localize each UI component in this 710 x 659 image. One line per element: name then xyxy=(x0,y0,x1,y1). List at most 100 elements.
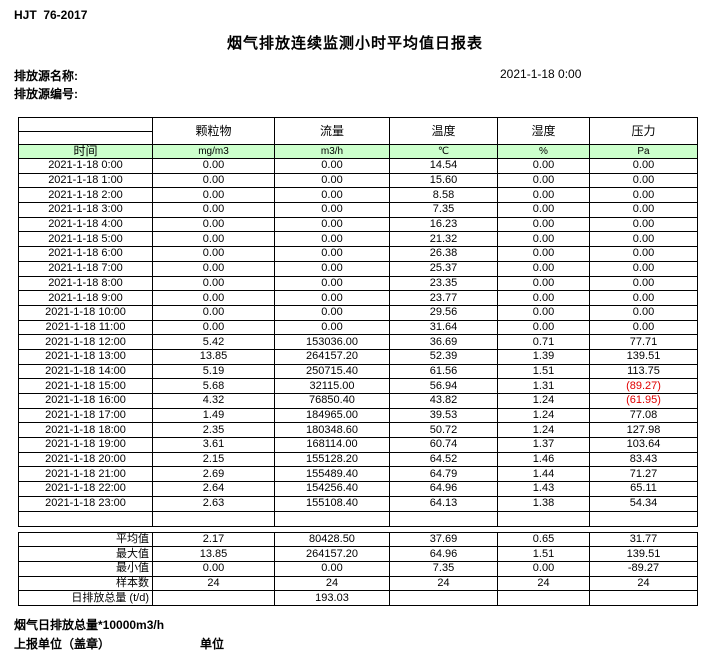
value-cell: 155489.40 xyxy=(274,466,390,483)
time-cell: 2021-1-18 13:00 xyxy=(18,348,153,365)
unit-cell-pm: mg/m3 xyxy=(152,144,275,159)
value-cell: 0.00 xyxy=(589,216,698,233)
time-cell: 2021-1-18 3:00 xyxy=(18,202,153,218)
value-cell: 0.00 xyxy=(589,158,698,174)
value-cell: 36.69 xyxy=(389,334,498,350)
unit-cell-flow: m3/h xyxy=(274,144,390,159)
value-cell: 1.38 xyxy=(497,495,590,512)
value-cell: 1.24 xyxy=(497,422,590,439)
empty-cell xyxy=(389,510,498,527)
time-cell: 2021-1-18 1:00 xyxy=(18,172,153,189)
time-cell: 2021-1-18 5:00 xyxy=(18,231,153,248)
table-row: 2021-1-18 5:00 0.00 0.00 21.32 0.00 0.00 xyxy=(18,231,698,248)
value-cell: 65.11 xyxy=(589,481,698,497)
table-row: 2021-1-18 7:00 0.00 0.00 25.37 0.00 0.00 xyxy=(18,260,698,277)
value-cell: 2.64 xyxy=(152,481,275,497)
empty-cell xyxy=(589,510,698,527)
value-cell: 0.00 xyxy=(497,231,590,248)
value-cell: (61.95) xyxy=(589,393,698,409)
empty-cell xyxy=(18,510,153,527)
value-cell: 0.00 xyxy=(589,260,698,277)
value-cell: 184965.00 xyxy=(274,407,390,424)
value-cell: 0.00 xyxy=(589,290,698,306)
summary-value-cell: 7.35 xyxy=(389,560,498,577)
header-corner-cell xyxy=(18,117,153,145)
column-header-pm: 颗粒物 xyxy=(152,117,275,145)
summary-value-cell: 31.77 xyxy=(589,531,698,548)
value-cell: 71.27 xyxy=(589,466,698,483)
value-cell: 0.00 xyxy=(497,260,590,277)
summary-value-cell: 0.00 xyxy=(497,560,590,577)
value-cell: 0.00 xyxy=(152,231,275,248)
summary-value-cell: 139.51 xyxy=(589,546,698,562)
value-cell: 25.37 xyxy=(389,260,498,277)
value-cell: 54.34 xyxy=(589,495,698,512)
time-cell: 2021-1-18 21:00 xyxy=(18,466,153,483)
value-cell: 0.00 xyxy=(152,290,275,306)
time-cell: 2021-1-18 7:00 xyxy=(18,260,153,277)
value-cell: 2.15 xyxy=(152,451,275,468)
value-cell: 0.00 xyxy=(152,158,275,174)
table-row: 2021-1-18 18:00 2.35 180348.60 50.72 1.24 127… xyxy=(18,422,698,439)
value-cell: 154256.40 xyxy=(274,481,390,497)
summary-label-cell: 平均值 xyxy=(18,531,153,548)
time-cell: 2021-1-18 11:00 xyxy=(18,319,153,336)
value-cell: 76850.40 xyxy=(274,393,390,409)
source-name-label: 排放源名称: xyxy=(14,69,78,83)
value-cell: 0.00 xyxy=(497,172,590,189)
summary-table: 平均值 2.17 80428.50 37.69 0.65 31.77 最大值 13.85 264… xyxy=(18,531,698,606)
value-cell: 0.00 xyxy=(274,275,390,292)
summary-row: 平均值 2.17 80428.50 37.69 0.65 31.77 xyxy=(18,531,698,548)
value-cell: 0.00 xyxy=(152,319,275,336)
value-cell: 15.60 xyxy=(389,172,498,189)
value-cell: 64.96 xyxy=(389,481,498,497)
summary-row: 样本数 24 24 24 24 24 xyxy=(18,575,698,592)
table-row: 2021-1-18 23:00 2.63 155108.40 64.13 1.38 54.… xyxy=(18,495,698,512)
value-cell: 0.00 xyxy=(152,172,275,189)
value-cell: 155128.20 xyxy=(274,451,390,468)
source-code-label: 排放源编号: xyxy=(14,87,78,101)
summary-row: 最大值 13.85 264157.20 64.96 1.51 139.51 xyxy=(18,546,698,562)
summary-value-cell: 64.96 xyxy=(389,546,498,562)
table-row: 2021-1-18 9:00 0.00 0.00 23.77 0.00 0.00 xyxy=(18,290,698,306)
summary-row: 最小值 0.00 0.00 7.35 0.00 -89.27 xyxy=(18,560,698,577)
unit-cell-pressure: Pa xyxy=(589,144,698,159)
value-cell: 0.00 xyxy=(589,231,698,248)
value-cell: 29.56 xyxy=(389,304,498,321)
value-cell: 0.00 xyxy=(152,246,275,262)
value-cell: 2.35 xyxy=(152,422,275,439)
value-cell: 0.00 xyxy=(152,187,275,204)
time-cell: 2021-1-18 18:00 xyxy=(18,422,153,439)
report-table-area: 颗粒物 流量 温度 湿度 压力 时间 mg/m3 m3/h ℃ % Pa 202… xyxy=(18,117,698,606)
summary-value-cell: 193.03 xyxy=(274,590,390,606)
value-cell: 61.56 xyxy=(389,363,498,380)
value-cell: 2.63 xyxy=(152,495,275,512)
footer-note: 烟气日排放总量*10000m3/h xyxy=(14,618,165,632)
value-cell: 113.75 xyxy=(589,363,698,380)
time-cell: 2021-1-18 0:00 xyxy=(18,158,153,174)
table-row: 2021-1-18 3:00 0.00 0.00 7.35 0.00 0.00 xyxy=(18,202,698,218)
value-cell: 64.52 xyxy=(389,451,498,468)
value-cell: 1.24 xyxy=(497,407,590,424)
time-cell: 2021-1-18 12:00 xyxy=(18,334,153,350)
report-datetime: 2021-1-18 0:00 xyxy=(500,67,582,81)
value-cell: 153036.00 xyxy=(274,334,390,350)
summary-value-cell: 264157.20 xyxy=(274,546,390,562)
table-row: 2021-1-18 21:00 2.69 155489.40 64.79 1.44 71.… xyxy=(18,466,698,483)
summary-label-cell: 最大值 xyxy=(18,546,153,562)
value-cell: 0.00 xyxy=(497,290,590,306)
time-cell: 2021-1-18 22:00 xyxy=(18,481,153,497)
table-row: 2021-1-18 13:00 13.85 264157.20 52.39 1.39 13… xyxy=(18,348,698,365)
value-cell: 5.19 xyxy=(152,363,275,380)
spacer-row xyxy=(18,510,698,527)
value-cell: 139.51 xyxy=(589,348,698,365)
table-row: 2021-1-18 17:00 1.49 184965.00 39.53 1.24 77.… xyxy=(18,407,698,424)
unit-label: 单位 xyxy=(200,637,225,651)
reporting-unit-label: 上报单位（盖章） xyxy=(14,637,111,651)
unit-row: 时间 mg/m3 m3/h ℃ % Pa xyxy=(18,144,698,159)
value-cell: 1.49 xyxy=(152,407,275,424)
empty-cell xyxy=(274,510,390,527)
value-cell: 0.00 xyxy=(152,202,275,218)
value-cell: 1.37 xyxy=(497,437,590,453)
